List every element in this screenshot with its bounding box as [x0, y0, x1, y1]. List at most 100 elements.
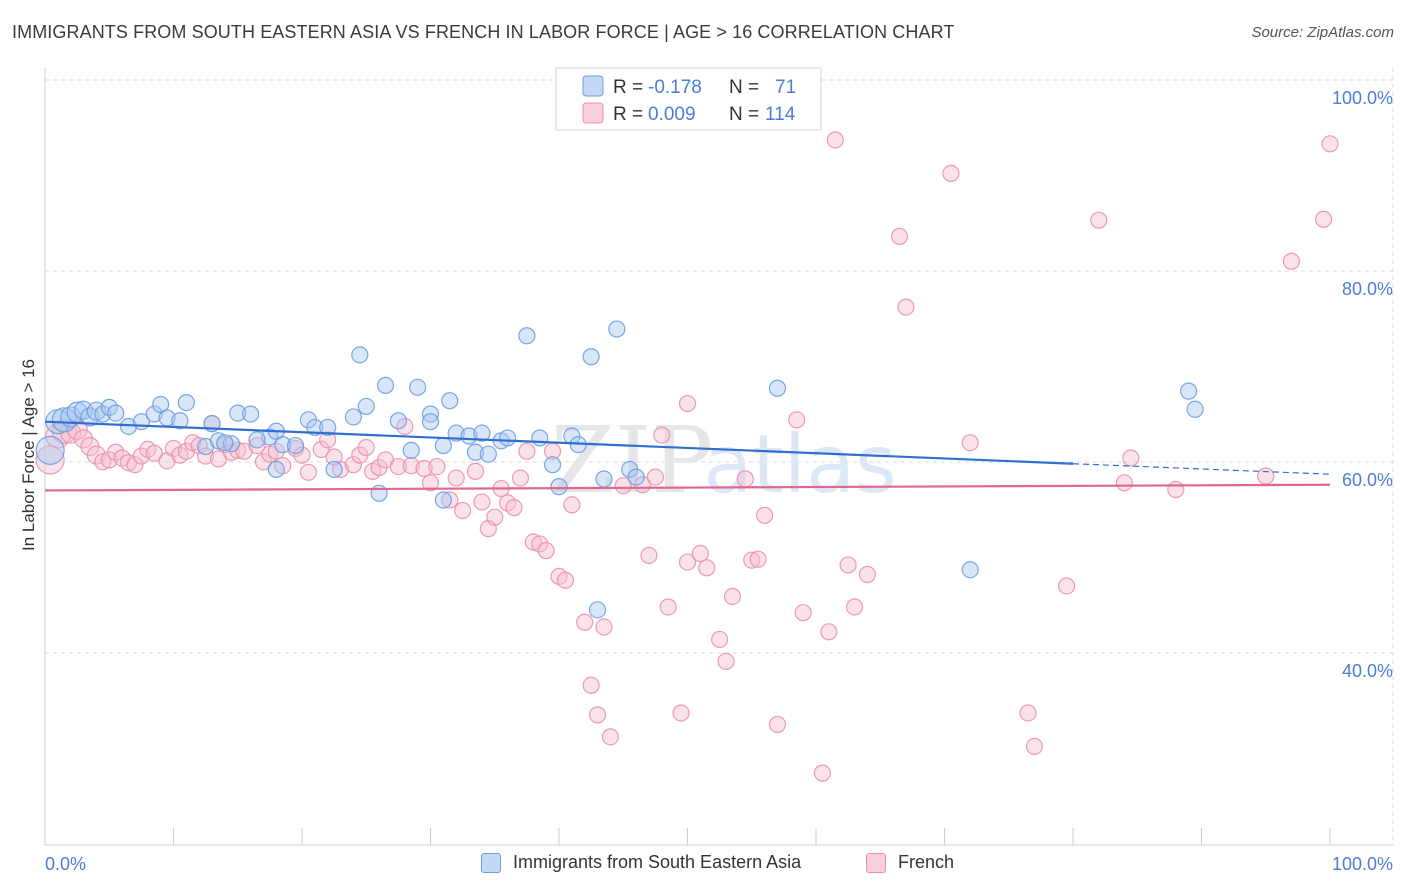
french-point-103: [749, 550, 767, 568]
watermark: ZIP atlas: [551, 407, 897, 514]
x-tick-label-0: 0.0%: [45, 854, 86, 874]
sea-point-70: [421, 413, 440, 431]
french-point-100: [845, 598, 864, 616]
french-point-23: [197, 447, 215, 465]
legend-n-value-blue: 71: [775, 77, 796, 98]
french-point-67: [531, 535, 549, 553]
series-legend: Immigrants from South Eastern Asia Frenc…: [0, 848, 1406, 880]
x-tick-label-100: 100.0%: [1332, 854, 1393, 874]
french-point-96: [794, 604, 812, 622]
french-point-116: [1257, 467, 1275, 485]
sea-point-61: [608, 320, 626, 338]
legend-r-label-blue: R =: [613, 77, 643, 98]
sea-immigrants-points: [35, 320, 1204, 619]
sea-trend-line: [44, 420, 1074, 465]
french-point-104: [826, 131, 844, 149]
sea-trend-extension: [1072, 463, 1331, 475]
french-point-41: [331, 460, 350, 479]
french-point-8: [94, 453, 112, 471]
sea-point-24: [261, 428, 279, 446]
french-point-36: [293, 446, 311, 464]
trend-lines: [44, 420, 1331, 492]
french-point-93: [755, 506, 774, 524]
sea-point-2: [51, 407, 77, 433]
sea-point-41: [370, 484, 388, 502]
french-point-76: [595, 618, 613, 636]
french-point-105: [890, 227, 909, 246]
sea-point-55: [543, 456, 562, 474]
french-point-74: [582, 676, 600, 694]
french-point-115: [1167, 480, 1185, 499]
french-point-95: [788, 411, 806, 429]
french-point-48: [389, 457, 407, 476]
sea-point-22: [229, 404, 247, 422]
french-point-110: [1025, 737, 1044, 756]
sea-point-33: [325, 460, 343, 479]
french-point-28: [229, 441, 247, 459]
y-axis-title: In Labor Force | Age > 16: [19, 359, 38, 551]
legend-swatch-french: [866, 852, 886, 873]
sea-point-68: [1180, 382, 1198, 400]
legend-label-sea-immigrants: Immigrants from South Eastern Asia: [513, 852, 802, 872]
sea-point-36: [357, 397, 375, 416]
french-point-10: [107, 443, 125, 461]
french-point-30: [248, 436, 266, 455]
french-point-94: [768, 715, 787, 734]
french-point-39: [319, 431, 337, 449]
sea-point-9: [100, 398, 118, 416]
french-point-55: [447, 469, 465, 487]
french-point-118: [1314, 210, 1333, 228]
french-point-13: [126, 456, 144, 474]
sea-point-45: [441, 392, 459, 410]
french-point-33: [267, 442, 285, 460]
legend-item-french: French: [866, 852, 954, 873]
legend-label-french: French: [898, 852, 955, 872]
sea-point-53: [518, 327, 536, 345]
chart-title: IMMIGRANTS FROM SOUTH EASTERN ASIA VS FR…: [12, 22, 955, 42]
french-point-113: [1115, 474, 1134, 492]
y-tick-label-100: 100.0%: [1332, 88, 1393, 108]
french-point-60: [486, 508, 504, 526]
french-point-80: [640, 546, 658, 565]
legend-swatch-sea-immigrants: [481, 852, 501, 873]
sea-point-31: [306, 418, 324, 437]
sea-point-54: [531, 429, 549, 447]
sea-point-50: [479, 445, 497, 463]
french-point-18: [164, 439, 183, 458]
watermark-atlas: atlas: [703, 418, 896, 511]
french-point-38: [312, 440, 330, 458]
french-point-49: [396, 417, 414, 436]
sea-point-21: [222, 435, 240, 453]
french-point-112: [1090, 211, 1108, 229]
french-point-51: [415, 459, 433, 478]
sea-point-34: [267, 460, 285, 479]
french-point-102: [678, 394, 697, 413]
french-point-75: [588, 706, 607, 724]
french-point-78: [614, 477, 632, 495]
french-point-117: [1282, 252, 1301, 270]
french-point-64: [511, 469, 530, 487]
french-point-86: [691, 544, 709, 563]
sea-point-26: [248, 431, 266, 449]
french-point-72: [563, 496, 581, 514]
french-point-101: [858, 565, 877, 584]
sea-point-59: [582, 348, 600, 366]
sea-point-65: [768, 379, 787, 397]
legend-n-value-pink: 114: [765, 104, 796, 125]
sea-point-60: [595, 470, 613, 488]
french-point-52: [421, 474, 440, 492]
french-point-85: [678, 553, 697, 571]
sea-point-13: [145, 405, 163, 423]
french-point-98: [820, 623, 838, 641]
french-point-83: [659, 598, 677, 616]
sea-point-42: [409, 378, 427, 396]
sea-point-63: [627, 468, 645, 486]
french-point-66: [524, 533, 542, 551]
legend-item-sea-immigrants: Immigrants from South Eastern Asia: [481, 852, 801, 873]
french-point-88: [711, 630, 729, 649]
sea-point-49: [473, 424, 491, 442]
sea-point-48: [466, 443, 485, 461]
french-point-50: [402, 457, 420, 475]
french-point-119: [1321, 135, 1339, 153]
